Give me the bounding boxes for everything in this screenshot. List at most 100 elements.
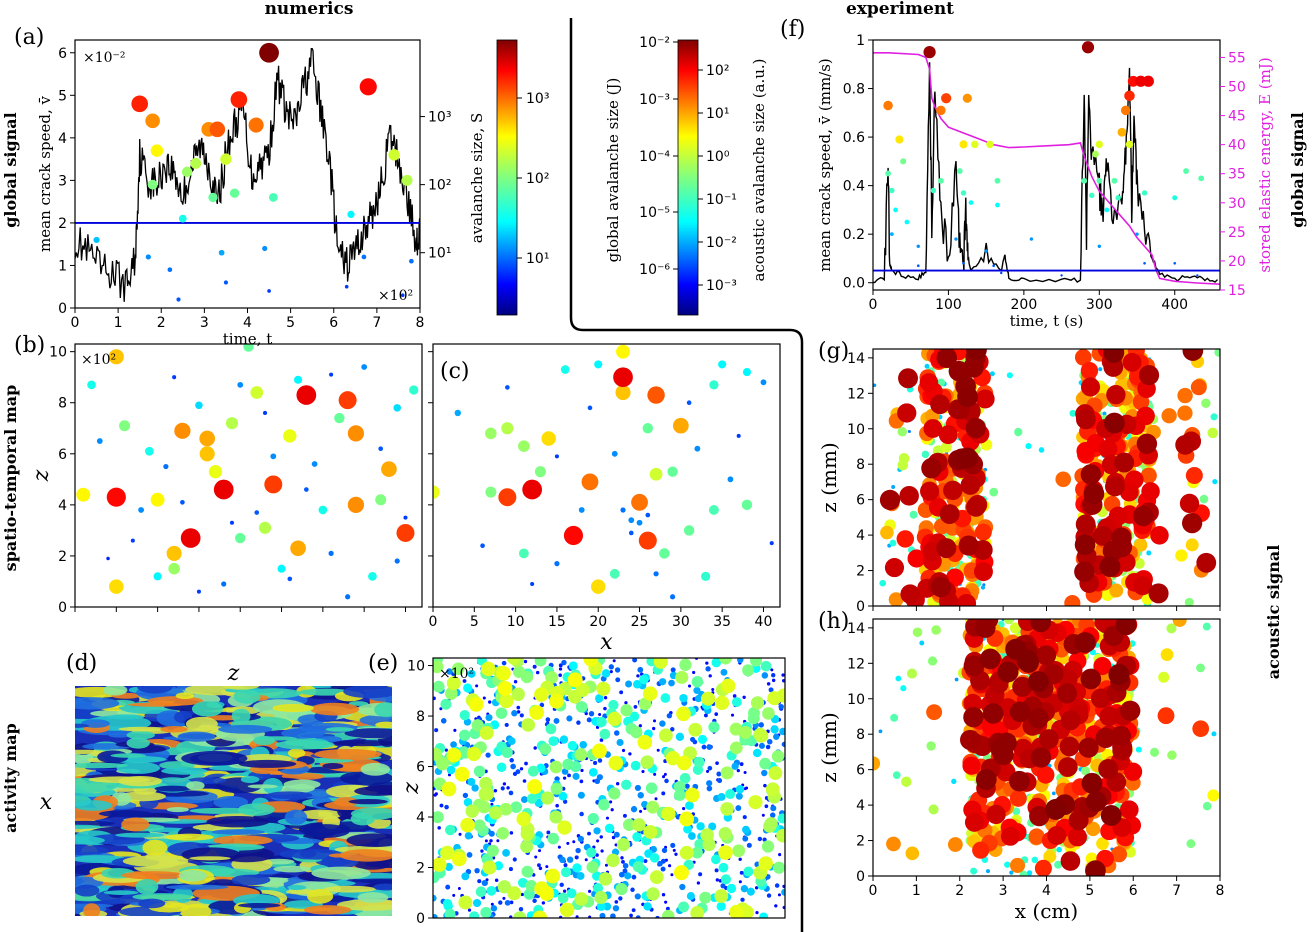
data-point: [521, 865, 534, 878]
data-point: [771, 678, 776, 683]
data-point: [562, 758, 574, 771]
colorbar-tick-label: 10⁻³: [639, 92, 670, 108]
data-point: [481, 661, 496, 677]
data-point: [588, 711, 595, 717]
data-point: [743, 866, 754, 877]
data-point: [633, 680, 642, 689]
data-point: [195, 401, 203, 410]
data-point: [997, 661, 1019, 683]
activity-patch: [132, 893, 192, 901]
data-point: [1201, 398, 1211, 408]
x-axis-label: time, t (s): [1010, 312, 1084, 330]
data-point: [1081, 41, 1095, 54]
data-point: [661, 791, 666, 796]
data-point: [628, 752, 632, 756]
data-point: [558, 667, 563, 671]
data-point: [653, 571, 659, 577]
data-point: [1141, 190, 1148, 196]
data-point: [1009, 622, 1021, 634]
data-point: [433, 696, 436, 701]
activity-patch: [116, 761, 161, 774]
data-point: [696, 881, 701, 885]
activity-patch: [138, 898, 166, 909]
data-point: [699, 891, 712, 904]
data-point: [1140, 467, 1157, 484]
data-point: [705, 661, 709, 665]
data-point: [138, 507, 144, 513]
data-point: [467, 908, 472, 912]
data-point: [1043, 850, 1057, 864]
data-point: [901, 776, 912, 787]
data-point: [778, 704, 784, 710]
data-point: [611, 450, 618, 457]
data-point: [708, 721, 720, 733]
data-point: [248, 117, 264, 133]
data-point: [1210, 413, 1218, 421]
data-point: [748, 795, 763, 810]
data-point: [1092, 150, 1099, 158]
data-point: [520, 839, 534, 854]
data-point: [607, 711, 622, 726]
activity-patch: [307, 889, 334, 904]
data-point: [1081, 177, 1088, 184]
data-point: [519, 767, 524, 771]
activity-patch: [142, 839, 168, 856]
data-point: [649, 467, 663, 481]
data-point: [1092, 525, 1113, 546]
data-point: [433, 894, 437, 902]
data-point: [462, 792, 469, 799]
data-point: [513, 679, 518, 684]
data-point: [906, 668, 918, 679]
activity-patch: [212, 835, 273, 846]
x-tick-label: 3: [200, 315, 209, 331]
data-point: [318, 505, 328, 515]
data-point: [686, 892, 695, 901]
data-point: [593, 760, 598, 765]
data-point: [502, 782, 507, 786]
y-tick-label: 8: [58, 396, 67, 412]
data-point: [584, 858, 588, 862]
y-tick-label: 4: [856, 798, 865, 814]
data-point: [781, 678, 785, 683]
data-point: [597, 758, 603, 763]
data-point: [400, 293, 405, 298]
data-point: [717, 792, 726, 801]
y-axis-label: z (mm): [817, 442, 841, 512]
data-point: [979, 648, 1001, 670]
activity-patch: [75, 845, 109, 856]
data-point: [506, 786, 510, 790]
data-point: [706, 769, 710, 773]
data-point: [768, 766, 783, 780]
data-point: [587, 405, 593, 411]
data-point: [768, 687, 774, 693]
activity-patch: [181, 751, 248, 766]
data-point: [1012, 807, 1021, 816]
data-point: [1103, 357, 1124, 377]
data-point: [916, 244, 920, 249]
data-point: [1083, 483, 1105, 505]
data-point: [968, 200, 974, 206]
y-tick-label: 3: [58, 173, 67, 189]
data-point: [1085, 821, 1101, 837]
data-point: [990, 738, 1012, 760]
data-point: [892, 771, 901, 779]
data-point: [909, 510, 918, 519]
data-point: [995, 202, 1000, 208]
y2-tick-label: 10¹: [428, 246, 451, 262]
data-point: [605, 816, 610, 820]
activity-patch: [126, 737, 150, 749]
activity-patch: [374, 702, 392, 718]
y-tick-label: 2: [856, 834, 865, 850]
data-point: [653, 772, 657, 776]
data-point: [575, 701, 588, 713]
data-point: [592, 743, 607, 759]
data-point: [947, 837, 963, 852]
data-point: [588, 889, 592, 893]
data-point: [484, 839, 488, 843]
data-point: [560, 365, 570, 374]
data-point: [1202, 622, 1211, 631]
data-point: [762, 707, 775, 720]
data-point: [760, 660, 772, 672]
data-point: [1196, 552, 1217, 573]
data-point: [464, 831, 473, 840]
